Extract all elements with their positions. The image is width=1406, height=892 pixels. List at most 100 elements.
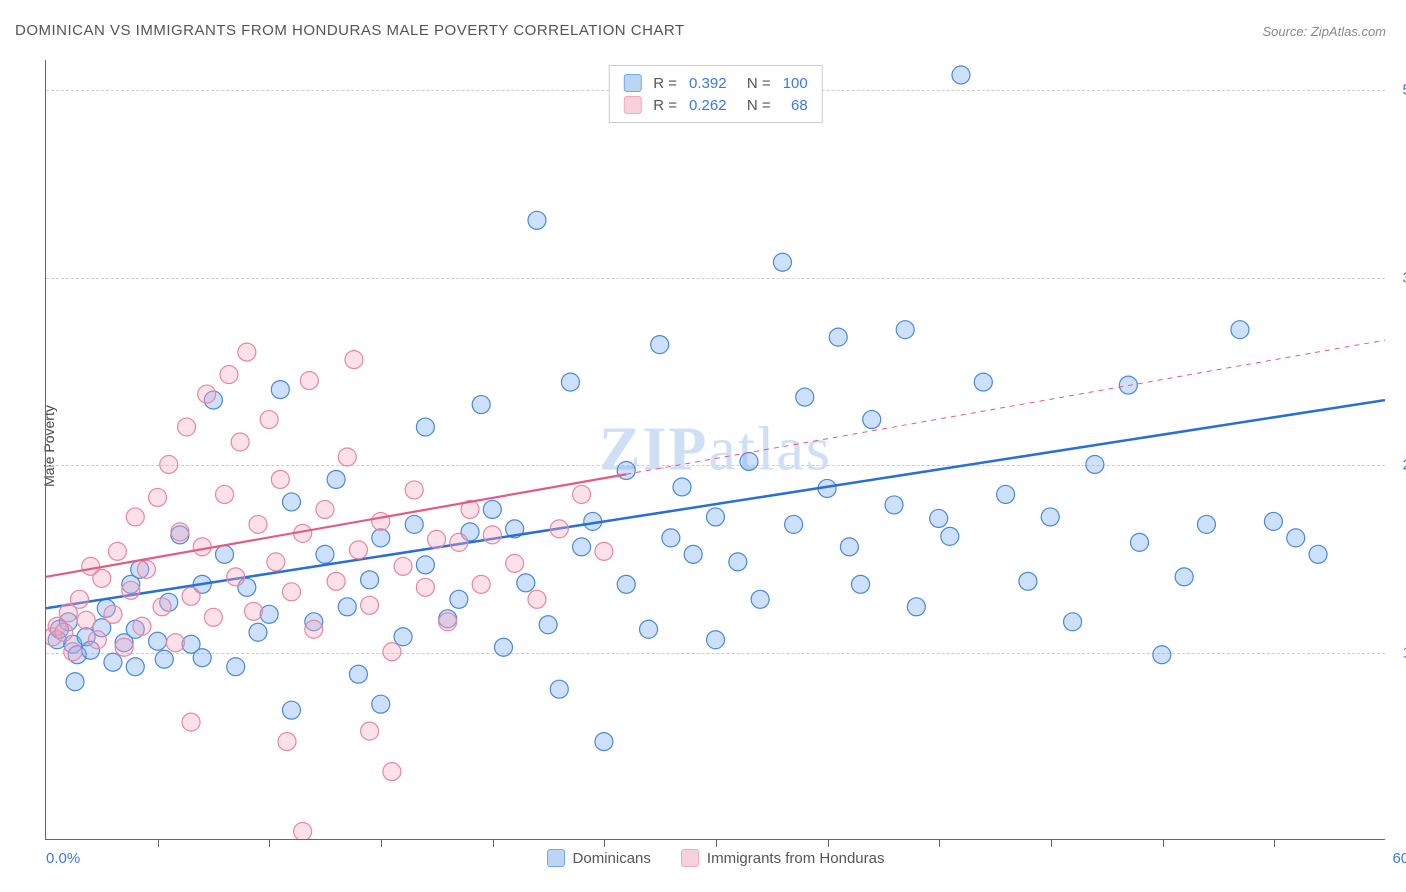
legend-swatch	[681, 849, 699, 867]
scatter-point	[439, 613, 457, 631]
scatter-point	[349, 665, 367, 683]
scatter-point	[160, 455, 178, 473]
scatter-point	[300, 372, 318, 390]
scatter-point	[327, 470, 345, 488]
scatter-point	[450, 533, 468, 551]
scatter-point	[997, 485, 1015, 503]
scatter-point	[271, 470, 289, 488]
scatter-point	[539, 616, 557, 634]
scatter-point	[282, 583, 300, 601]
scatter-point	[707, 508, 725, 526]
scatter-point	[245, 602, 263, 620]
plot-area: ZIPatlas R =0.392 N =100R =0.262 N = 68 …	[45, 60, 1385, 840]
x-tick	[939, 839, 940, 847]
scatter-point	[153, 598, 171, 616]
scatter-point	[483, 500, 501, 518]
scatter-point	[316, 500, 334, 518]
source-attribution: Source: ZipAtlas.com	[1262, 24, 1386, 39]
scatter-point	[550, 680, 568, 698]
scatter-point	[394, 557, 412, 575]
scatter-point	[573, 485, 591, 503]
scatter-point	[93, 569, 111, 587]
scatter-point	[450, 590, 468, 608]
scatter-point	[227, 658, 245, 676]
scatter-point	[383, 643, 401, 661]
scatter-point	[416, 556, 434, 574]
x-tick	[269, 839, 270, 847]
scatter-point	[829, 328, 847, 346]
legend-series-item: Immigrants from Honduras	[681, 849, 885, 867]
scatter-point	[108, 542, 126, 560]
scatter-point	[1019, 572, 1037, 590]
scatter-point	[1231, 321, 1249, 339]
scatter-point	[249, 515, 267, 533]
scatter-point	[852, 575, 870, 593]
legend-row: R =0.392 N =100	[623, 72, 807, 94]
scatter-point	[372, 512, 390, 530]
scatter-point	[238, 343, 256, 361]
scatter-point	[166, 634, 184, 652]
scatter-point	[416, 418, 434, 436]
scatter-point	[1175, 568, 1193, 586]
scatter-point	[231, 433, 249, 451]
scatter-point	[260, 411, 278, 429]
scatter-point	[595, 542, 613, 560]
scatter-point	[294, 823, 312, 839]
scatter-point	[178, 418, 196, 436]
scatter-point	[361, 571, 379, 589]
scatter-point	[840, 538, 858, 556]
x-tick	[158, 839, 159, 847]
scatter-point	[930, 509, 948, 527]
legend-r-label: R =	[653, 97, 677, 114]
y-tick-label: 25.0%	[1402, 457, 1406, 474]
scatter-point	[260, 605, 278, 623]
scatter-point	[204, 608, 222, 626]
scatter-point	[885, 496, 903, 514]
legend-swatch	[623, 74, 641, 92]
legend-n-value: 68	[783, 97, 808, 114]
legend-r-label: R =	[653, 75, 677, 92]
scatter-point	[327, 572, 345, 590]
x-tick	[1163, 839, 1164, 847]
scatter-point	[383, 763, 401, 781]
x-tick	[1274, 839, 1275, 847]
legend-series-label: Dominicans	[573, 850, 651, 867]
legend-swatch	[547, 849, 565, 867]
scatter-point	[684, 545, 702, 563]
trend-line-dashed	[626, 340, 1385, 474]
scatter-point	[494, 638, 512, 656]
scatter-point	[70, 590, 88, 608]
scatter-point	[1197, 515, 1215, 533]
scatter-point	[227, 568, 245, 586]
chart-container: DOMINICAN VS IMMIGRANTS FROM HONDURAS MA…	[0, 0, 1406, 892]
scatter-point	[198, 385, 216, 403]
scatter-point	[345, 351, 363, 369]
x-tick	[1051, 839, 1052, 847]
scatter-point	[361, 596, 379, 614]
x-tick	[493, 839, 494, 847]
scatter-point	[171, 523, 189, 541]
scatter-point	[773, 253, 791, 271]
x-axis-max-label: 60.0%	[1392, 850, 1406, 867]
scatter-point	[405, 515, 423, 533]
x-tick	[828, 839, 829, 847]
scatter-point	[1153, 646, 1171, 664]
scatter-point	[216, 485, 234, 503]
scatter-svg	[46, 60, 1385, 839]
scatter-point	[155, 650, 173, 668]
scatter-point	[126, 508, 144, 526]
y-tick-label: 50.0%	[1402, 82, 1406, 99]
scatter-point	[506, 554, 524, 572]
scatter-point	[673, 478, 691, 496]
scatter-point	[785, 515, 803, 533]
scatter-point	[133, 617, 151, 635]
scatter-point	[640, 620, 658, 638]
legend-r-value: 0.262	[689, 97, 727, 114]
legend-correlation: R =0.392 N =100R =0.262 N = 68	[608, 65, 822, 123]
scatter-point	[896, 321, 914, 339]
scatter-point	[428, 530, 446, 548]
scatter-point	[472, 575, 490, 593]
scatter-point	[372, 529, 390, 547]
x-tick	[716, 839, 717, 847]
scatter-point	[55, 623, 73, 641]
